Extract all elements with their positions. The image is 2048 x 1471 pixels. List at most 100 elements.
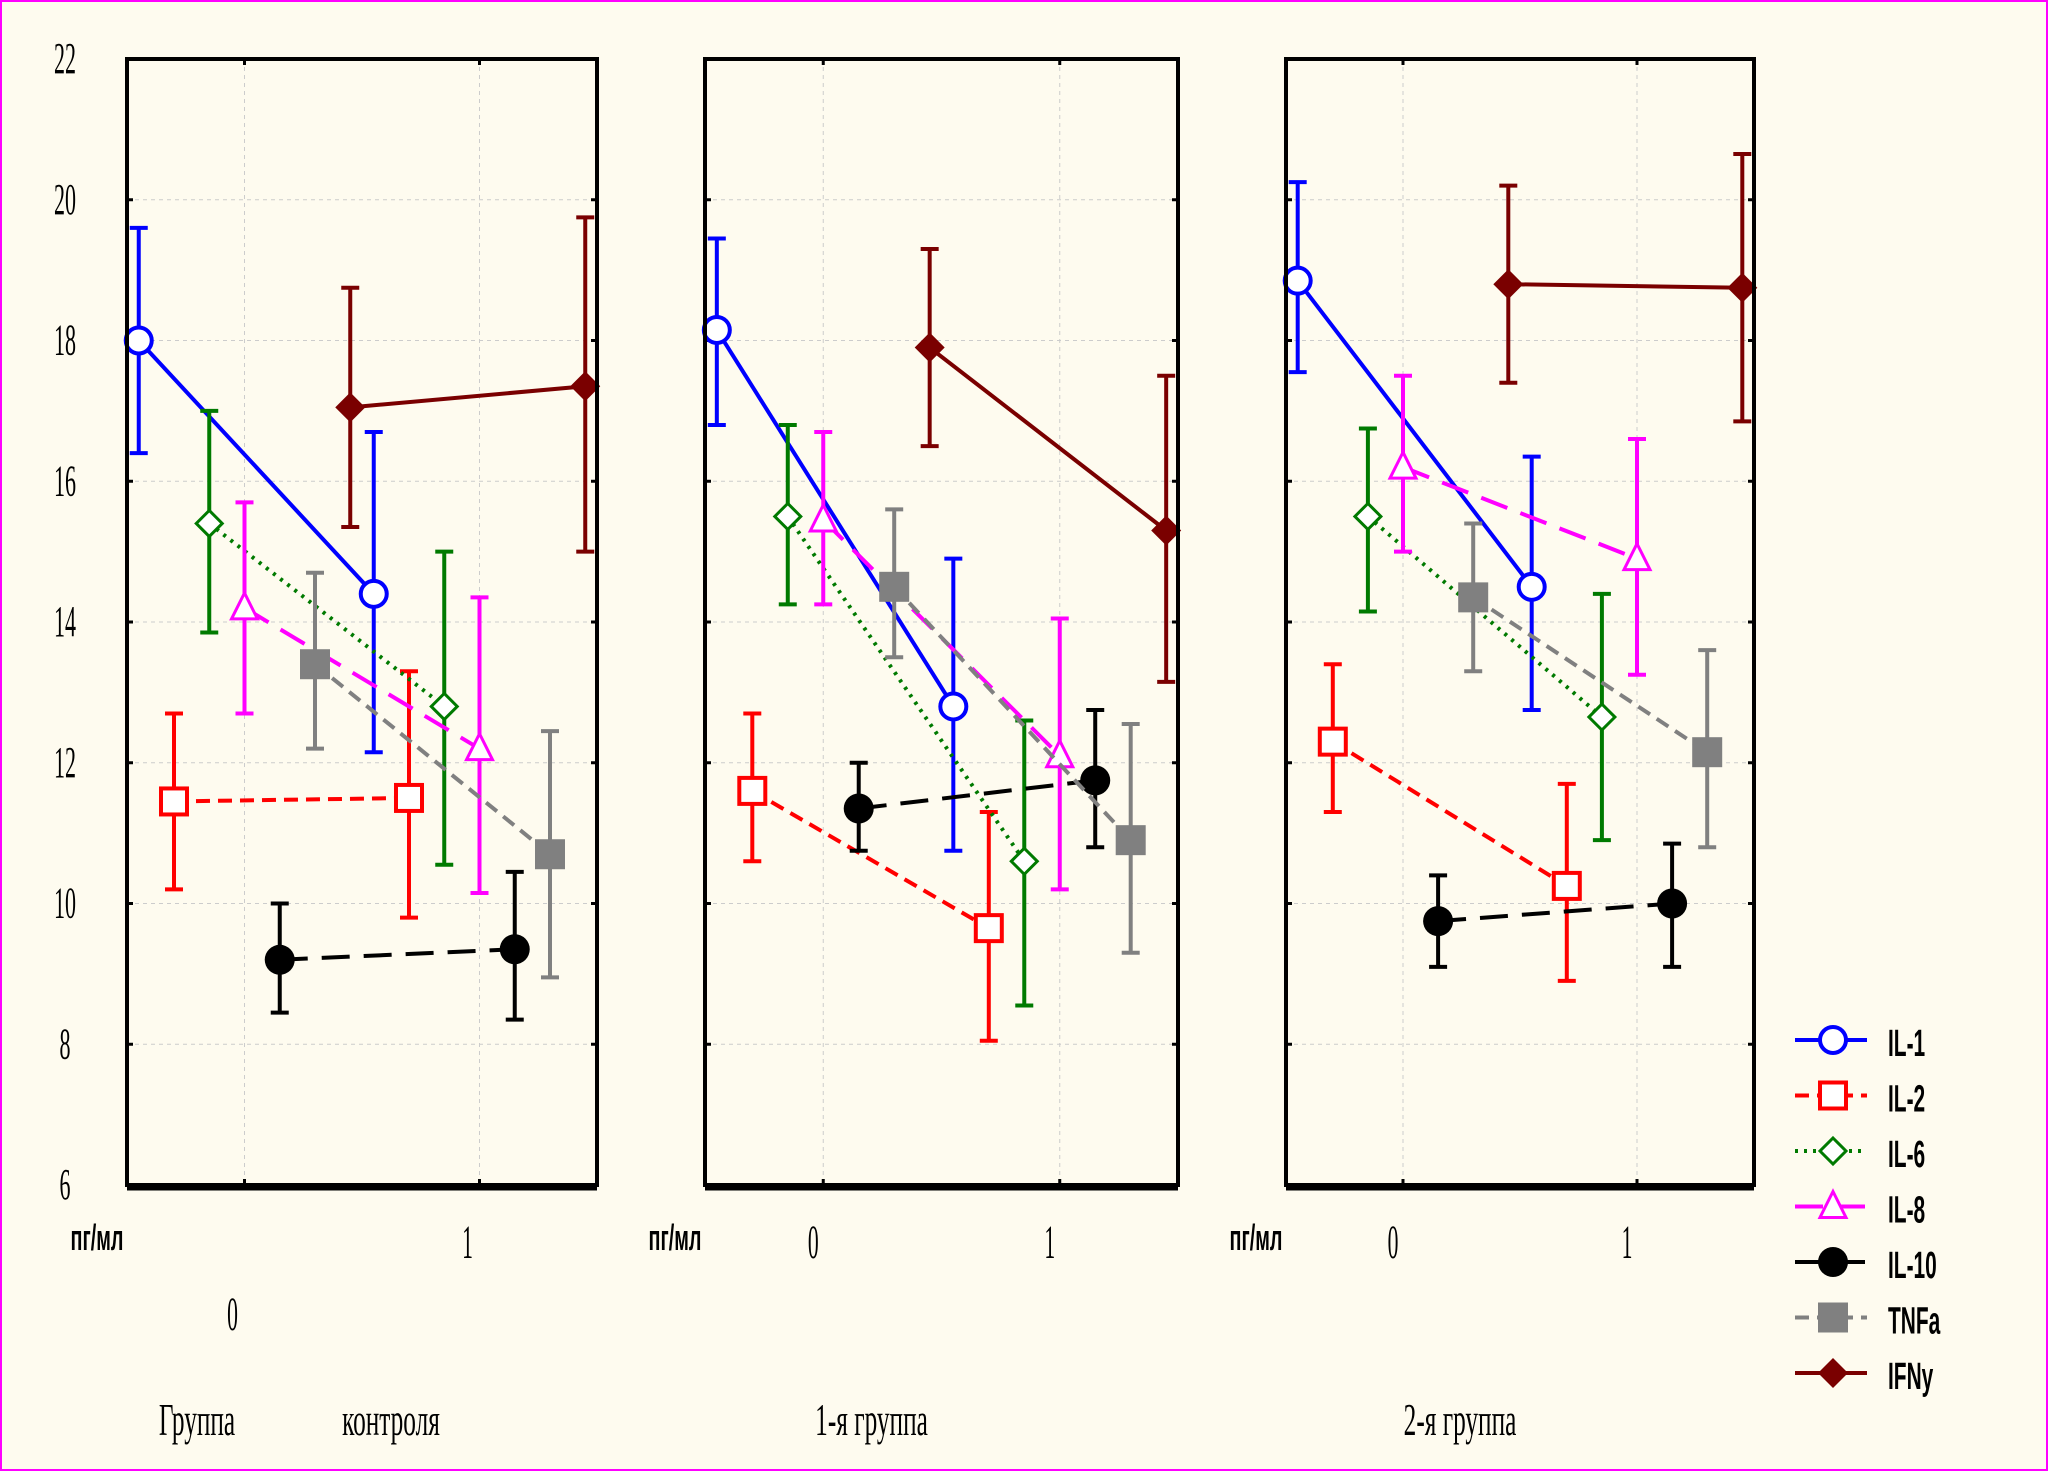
legend-item-il-10 (1795, 1247, 1867, 1277)
marker-filled-square (300, 649, 330, 680)
series-line (173, 795, 410, 804)
y-tick-label: 18 (54, 315, 76, 364)
marker-filled-square (535, 839, 565, 870)
marker-open-circle (1516, 571, 1547, 602)
marker-open-diamond (1817, 1135, 1849, 1167)
marker-open-triangle (464, 730, 495, 762)
marker-open-diamond (1352, 501, 1384, 532)
series-line (313, 662, 552, 856)
marker-open-square (973, 913, 1004, 944)
series-line (1508, 282, 1743, 290)
marker-open-triangle (807, 501, 839, 533)
series-line (1366, 514, 1604, 719)
panel-2 (701, 57, 1182, 1191)
marker-filled-diamond (1493, 269, 1524, 300)
marker-filled-circle (1657, 888, 1688, 919)
unit-label: пг/мл (71, 1219, 124, 1259)
marker-filled-diamond (1818, 1358, 1848, 1388)
y-tick-label: 8 (60, 1019, 71, 1068)
series-line (1331, 739, 1568, 888)
series-tnfa (1458, 521, 1723, 850)
group-label: 2-я группа (1404, 1395, 1517, 1446)
series-ifny (335, 215, 601, 554)
x-tick-label: 0 (1388, 1217, 1399, 1270)
marker-open-circle (1818, 1025, 1848, 1055)
y-tick-label: 6 (60, 1160, 71, 1209)
panel-frame (1284, 57, 1756, 1187)
marker-filled-circle (499, 934, 530, 965)
series-il-10 (1423, 841, 1688, 969)
panel-frame (703, 57, 1180, 1187)
y-tick-label: 16 (54, 456, 76, 505)
legend-label: IL-2 (1888, 1078, 1925, 1120)
marker-filled-circle (1818, 1247, 1848, 1277)
marker-open-diamond (772, 501, 803, 532)
marker-open-circle (938, 691, 969, 722)
marker-open-triangle (229, 589, 260, 621)
series-line (350, 384, 586, 410)
marker-open-square (159, 786, 189, 817)
marker-filled-circle (1423, 906, 1454, 937)
y-tick-label: 20 (54, 175, 76, 224)
series-line (928, 345, 1168, 533)
legend-item-ifny (1795, 1358, 1867, 1388)
series-il-10 (264, 869, 530, 1022)
series-il-6 (1352, 426, 1618, 843)
marker-open-square (394, 782, 424, 813)
marker-open-square (1317, 726, 1348, 757)
y-tick-label: 22 (54, 34, 76, 83)
series-line (1437, 901, 1673, 924)
series-il-2 (737, 711, 1004, 1043)
marker-open-circle (1282, 265, 1313, 296)
series-il-8 (807, 429, 1076, 892)
series-il-1 (1282, 180, 1547, 712)
marker-filled-circle (843, 793, 874, 824)
marker-open-diamond (1009, 846, 1040, 877)
x-tick-label: 1 (1044, 1217, 1055, 1270)
marker-filled-diamond (1151, 515, 1182, 546)
series-il-1 (123, 225, 389, 755)
marker-open-diamond (429, 691, 460, 722)
marker-filled-square (1115, 825, 1146, 856)
x-tick-label: 1 (1622, 1217, 1633, 1270)
series-tnfa (879, 507, 1146, 955)
marker-filled-square (1458, 582, 1489, 613)
legend-item-tnfa (1795, 1302, 1867, 1333)
legend-label: IL-10 (1888, 1245, 1937, 1287)
marker-open-diamond (1586, 701, 1618, 733)
series-il-1 (701, 236, 969, 853)
panel-frame (125, 57, 599, 1187)
legend-label: IL-6 (1888, 1134, 1925, 1176)
series-line (892, 585, 1133, 842)
legend-item-il-1 (1795, 1025, 1867, 1055)
series-line (821, 518, 1062, 758)
marker-filled-diamond (1727, 272, 1758, 303)
legend-label: IL-8 (1888, 1189, 1925, 1231)
series-line (715, 328, 956, 708)
marker-filled-square (1818, 1302, 1848, 1333)
marker-open-square (1551, 870, 1582, 901)
legend-item-il-8 (1795, 1188, 1867, 1219)
y-tick-label: 14 (54, 597, 76, 646)
unit-label: пг/мл (1230, 1219, 1283, 1259)
group-label: контроля (342, 1395, 440, 1446)
marker-filled-square (879, 571, 910, 602)
marker-filled-diamond (570, 371, 601, 402)
group-label: Группа (159, 1395, 235, 1446)
marker-open-triangle (1621, 540, 1653, 572)
series-il-8 (229, 500, 495, 895)
panel-3 (1282, 57, 1758, 1191)
legend-label: TNFa (1888, 1300, 1941, 1342)
series-line (786, 515, 1026, 863)
x-tick-label: 1 (462, 1217, 473, 1270)
series-line (751, 789, 990, 930)
marker-filled-diamond (335, 392, 366, 423)
marker-open-circle (701, 314, 732, 345)
marker-filled-circle (1080, 765, 1111, 796)
marker-filled-diamond (914, 332, 945, 363)
marker-open-triangle (1817, 1188, 1849, 1219)
series-tnfa (300, 570, 565, 980)
series-line (1472, 595, 1709, 754)
series-il-6 (772, 422, 1040, 1008)
